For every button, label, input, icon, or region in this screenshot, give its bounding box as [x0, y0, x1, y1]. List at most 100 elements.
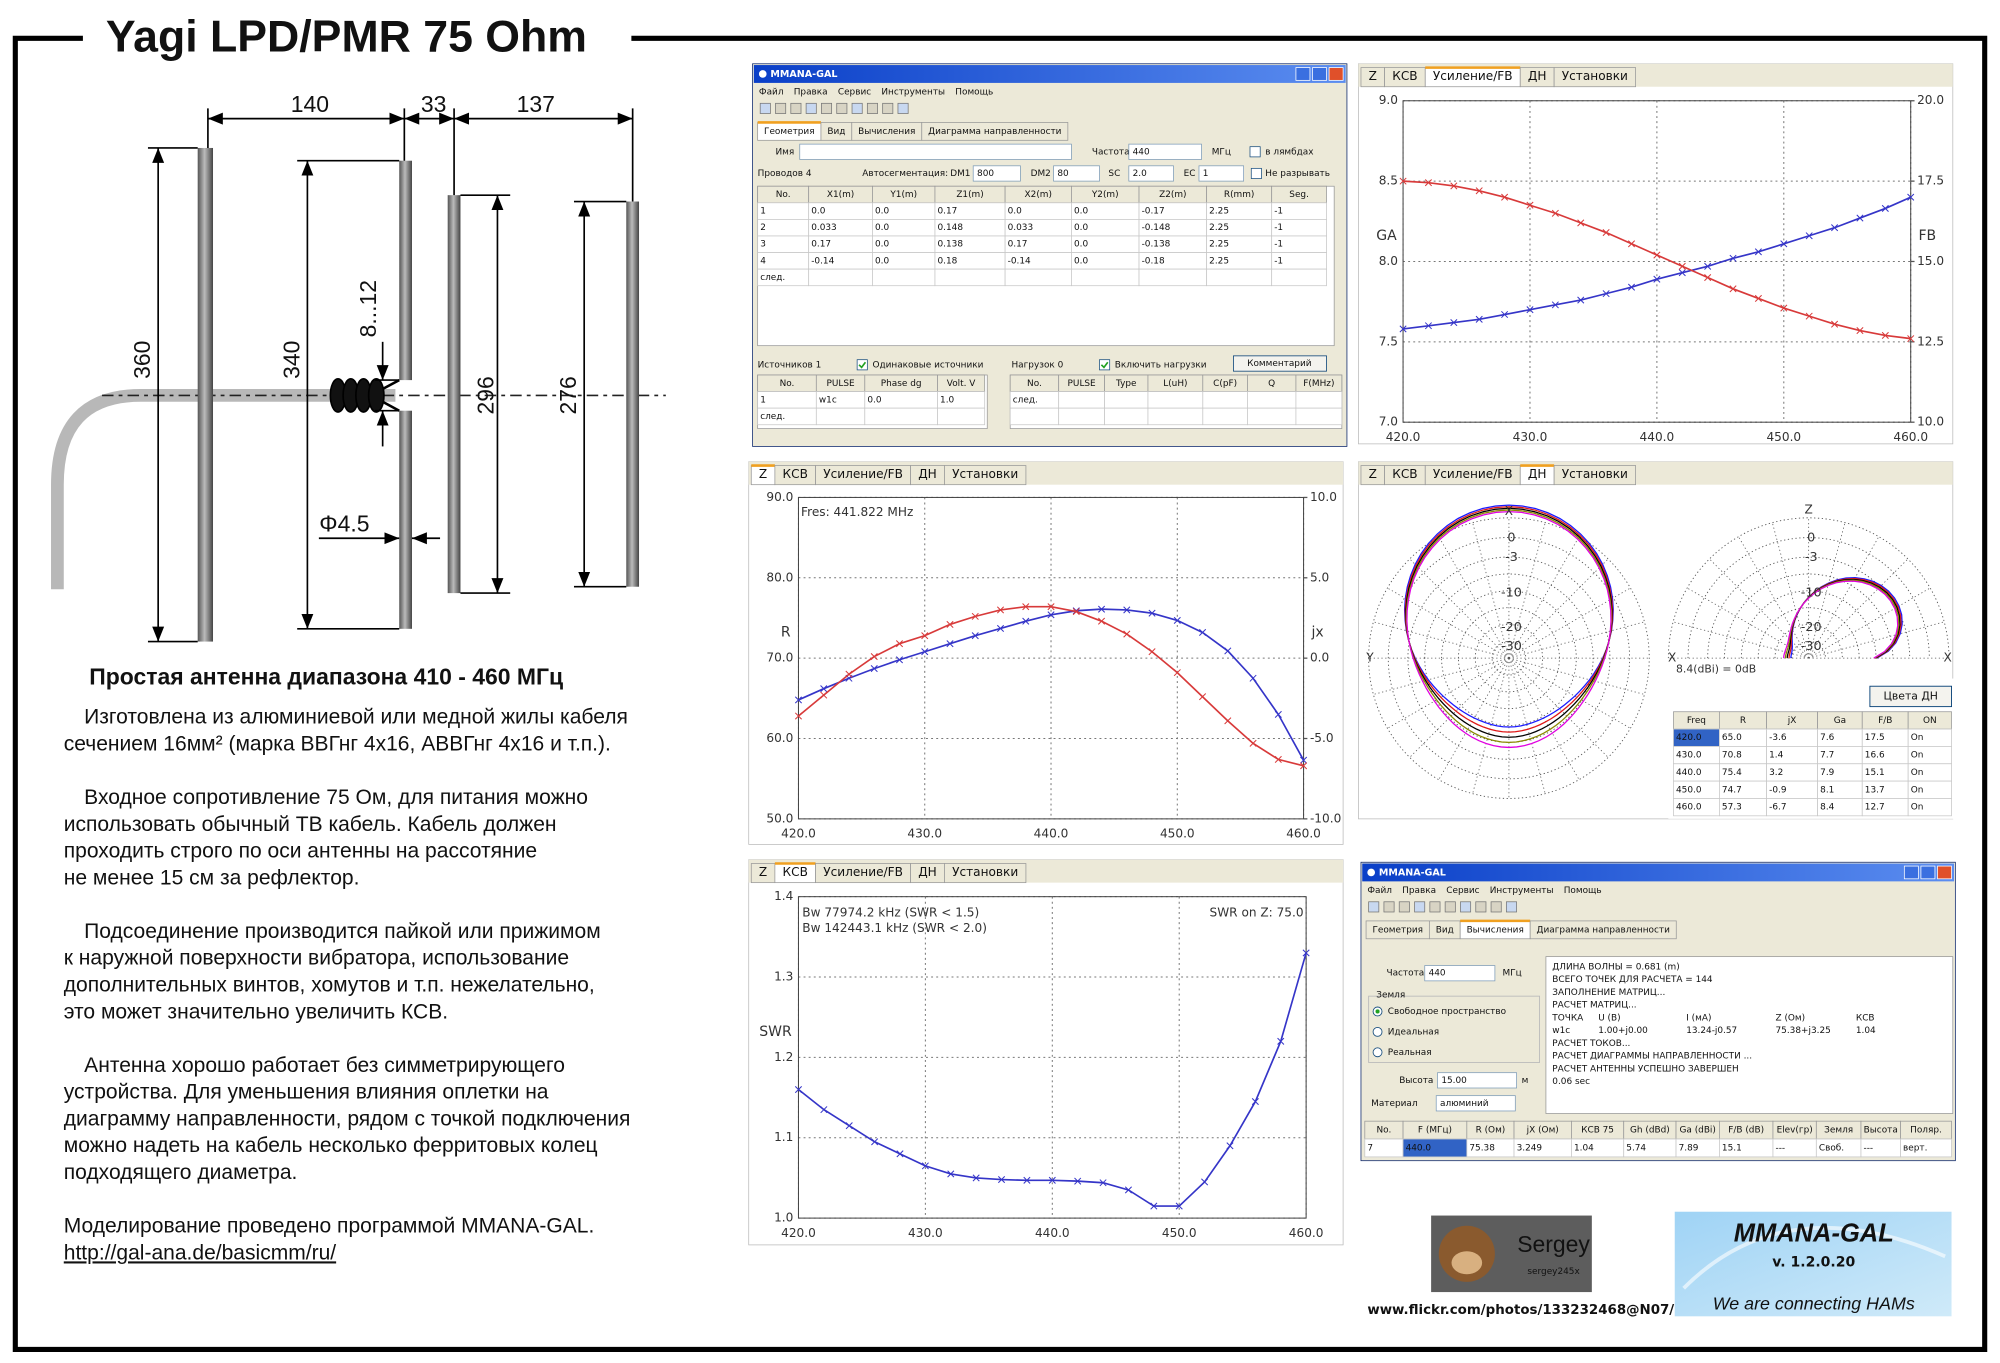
point-marker	[1300, 762, 1308, 770]
polar-spoke	[1409, 657, 1510, 758]
point-marker	[820, 691, 828, 699]
cell	[757, 391, 817, 409]
point-marker	[1551, 209, 1559, 217]
x-tick-label: 450.0	[1160, 827, 1195, 841]
column-header: Высота	[1864, 1126, 1898, 1136]
point-marker	[1704, 262, 1712, 270]
tab-label: Диаграмма направленности	[928, 127, 1061, 137]
column-header: Земля	[1824, 1126, 1853, 1136]
paragraph-line: это может значительно увеличить КСВ.	[64, 1000, 448, 1023]
point-marker	[1831, 320, 1839, 328]
tab	[944, 465, 1027, 486]
point-marker	[1148, 648, 1156, 656]
y2-axis-label: FB	[1918, 228, 1936, 244]
cell-text: 0.18	[938, 256, 958, 266]
point-marker	[1399, 177, 1407, 185]
x-tick-label: 430.0	[1513, 430, 1548, 444]
combo	[1128, 165, 1174, 182]
frame	[12, 35, 1988, 1353]
y2-tick-label: 5.0	[1310, 570, 1329, 584]
cell-text: 75.38	[1469, 1143, 1495, 1153]
dimension-label: 33	[421, 91, 447, 117]
cell-text: On	[1911, 768, 1924, 778]
cell-text: 3.249	[1517, 1143, 1543, 1153]
window-button	[1937, 865, 1952, 880]
label: МГц	[1503, 969, 1522, 979]
cell	[1058, 391, 1105, 409]
polar-axis-label: Z	[1805, 503, 1813, 517]
point-marker	[1526, 306, 1534, 314]
label: Частота	[1092, 147, 1130, 157]
article-heading: Простая антенна диапазона 410 - 460 МГц	[89, 664, 563, 690]
toolbar-icon	[1490, 901, 1502, 913]
column-header: No.	[1377, 1126, 1392, 1136]
paragraph-line: Изготовлена из алюминиевой или медной жи…	[84, 706, 628, 729]
column-header: No.	[776, 190, 791, 200]
label: МГц	[1212, 147, 1231, 157]
vibrator-upper	[399, 160, 412, 381]
point-marker	[997, 1175, 1006, 1184]
point-marker	[1148, 609, 1156, 617]
ring-label: -3	[1805, 550, 1818, 565]
point-marker	[1150, 1202, 1158, 1210]
tab	[1529, 920, 1677, 940]
column-header: ON	[1923, 716, 1937, 726]
point-marker	[1022, 603, 1030, 611]
input-value: 800	[977, 169, 994, 179]
logo-swoosh	[1682, 1225, 1946, 1290]
cell	[1138, 268, 1208, 287]
extension-lines	[207, 108, 634, 202]
point-marker	[896, 1150, 904, 1158]
y-tick-label: 50.0	[766, 811, 793, 825]
cell-text: -0.148	[1142, 223, 1171, 233]
polar-axis-label: X	[1668, 651, 1676, 665]
tab-label: Вычисления	[1467, 925, 1524, 935]
polar-spoke	[1508, 522, 1546, 659]
x-tick-label: 450.0	[1766, 430, 1801, 444]
cell-text: 3	[760, 240, 766, 250]
radio-label: Свободное пространство	[1388, 1007, 1506, 1017]
cell-text: след.	[760, 273, 785, 283]
cell-text: ---	[1864, 1143, 1874, 1153]
cell-text: 57.3	[1722, 803, 1742, 813]
point-marker	[1022, 617, 1030, 625]
window-button	[1328, 67, 1344, 81]
output-header: ТОЧКА	[1551, 1013, 1584, 1023]
point-marker	[1475, 187, 1483, 195]
cell-text: -0.138	[1142, 240, 1171, 250]
point-marker	[1780, 304, 1788, 312]
link[interactable]: http://gal-ana.de/basicmm/ru/	[64, 1241, 337, 1264]
column-header: Q	[1268, 379, 1275, 389]
check-mark	[1100, 361, 1109, 369]
point-marker	[794, 1085, 803, 1094]
cell-text: 17.5	[1865, 733, 1885, 743]
cell	[1202, 391, 1248, 409]
label: Проводов 4	[758, 169, 812, 179]
menu-item: Правка	[794, 87, 828, 97]
tab-label: Усиление/FB	[823, 865, 903, 879]
point-marker	[895, 640, 904, 648]
y-axis-label: GA	[1376, 228, 1397, 244]
app-icon	[758, 70, 767, 78]
toolbar-icon	[1460, 901, 1472, 913]
button[interactable]	[1869, 685, 1952, 708]
column-header: R (Ом)	[1476, 1126, 1506, 1136]
tab-label: КСВ	[783, 865, 808, 879]
polar-spoke	[1472, 522, 1510, 659]
toolbar-icon	[1383, 901, 1395, 913]
toolbar-icon	[1429, 901, 1441, 913]
vibrator-lower	[399, 410, 412, 629]
column-header: F (МГц)	[1418, 1126, 1452, 1136]
polar-axis-label: X	[1505, 504, 1513, 518]
cell	[1295, 407, 1343, 426]
credit-url: www.flickr.com/photos/133232468@N07/	[1367, 1303, 1674, 1318]
column-header: Поляр.	[1910, 1126, 1942, 1136]
gain-reference: 8.4(dBi) = 0dB	[1676, 663, 1756, 676]
input	[799, 143, 1072, 160]
paragraph-line: использовать обычный ТВ кабель. Кабель д…	[64, 813, 557, 836]
toolbar-icon	[1505, 901, 1517, 913]
toolbar-icon	[882, 102, 894, 114]
logo-title: MMANA-GAL	[1734, 1219, 1894, 1247]
label: SC	[1108, 169, 1120, 179]
polar-spoke	[1508, 657, 1580, 780]
